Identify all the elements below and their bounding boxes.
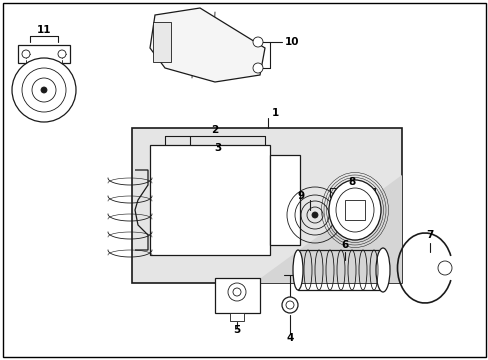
Text: 3: 3 bbox=[214, 143, 221, 153]
Circle shape bbox=[437, 261, 451, 275]
Circle shape bbox=[285, 301, 293, 309]
Circle shape bbox=[41, 87, 47, 93]
Circle shape bbox=[22, 50, 30, 58]
Bar bbox=[132, 128, 401, 283]
Text: 2: 2 bbox=[211, 125, 218, 135]
Text: 9: 9 bbox=[297, 191, 305, 201]
Text: 7: 7 bbox=[426, 230, 433, 240]
Text: 6: 6 bbox=[341, 240, 348, 250]
Circle shape bbox=[282, 297, 297, 313]
Text: 5: 5 bbox=[233, 325, 240, 335]
Ellipse shape bbox=[375, 248, 389, 292]
Text: 11: 11 bbox=[37, 25, 51, 35]
Text: 8: 8 bbox=[347, 177, 355, 187]
Bar bbox=[229, 313, 244, 321]
Circle shape bbox=[311, 212, 317, 218]
Bar bbox=[269, 155, 299, 245]
Circle shape bbox=[12, 58, 76, 122]
Polygon shape bbox=[150, 8, 264, 82]
Ellipse shape bbox=[335, 188, 373, 232]
Bar bbox=[150, 145, 269, 255]
Bar bbox=[18, 45, 70, 63]
Ellipse shape bbox=[292, 250, 303, 290]
Bar bbox=[215, 278, 260, 313]
Ellipse shape bbox=[328, 180, 380, 240]
Text: 10: 10 bbox=[285, 37, 299, 47]
Bar bbox=[345, 200, 364, 220]
Circle shape bbox=[252, 37, 263, 47]
Circle shape bbox=[32, 78, 56, 102]
Circle shape bbox=[22, 68, 66, 112]
Bar bbox=[153, 22, 171, 62]
Text: 4: 4 bbox=[286, 333, 293, 343]
Circle shape bbox=[58, 50, 66, 58]
Circle shape bbox=[232, 288, 241, 296]
Polygon shape bbox=[253, 175, 401, 283]
Text: 1: 1 bbox=[271, 108, 279, 118]
Circle shape bbox=[252, 63, 263, 73]
Circle shape bbox=[227, 283, 245, 301]
